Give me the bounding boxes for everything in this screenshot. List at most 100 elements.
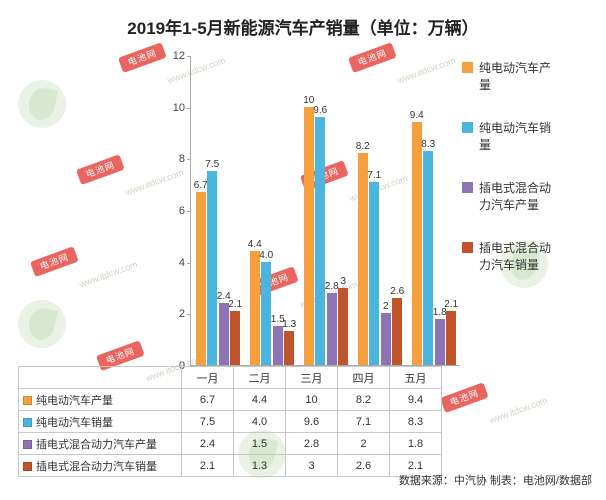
table-row: 插电式混合动力汽车产量 2.4 1.5 2.8 2 1.8	[18, 432, 442, 455]
table-cell: 3	[285, 454, 338, 477]
table-cell: 7.5	[181, 410, 234, 433]
table-cell: 10	[285, 388, 338, 411]
bar-value-label: 4.4	[247, 239, 262, 251]
table-series-label: 插电式混合动力汽车产量	[36, 438, 157, 451]
bar-value-label: 2.8	[324, 280, 339, 292]
bar-value-label: 8.2	[355, 141, 370, 153]
y-axis-tick	[187, 56, 191, 57]
table-series-name-cell: 纯电动汽车产量	[18, 388, 182, 411]
bar[interactable]: 2.6	[390, 286, 404, 365]
bar[interactable]: 6.7	[194, 180, 208, 365]
bar[interactable]: 10	[303, 95, 314, 365]
table-header-cell: 一月	[181, 366, 234, 389]
bar-group: 9.4 8.3 1.8 2.1	[407, 55, 461, 365]
bar[interactable]: 1.8	[433, 307, 447, 365]
bar-value-label: 2	[382, 301, 389, 313]
y-axis-tick	[187, 211, 191, 212]
y-axis-tick-label: 10	[172, 101, 185, 114]
bar-group: 4.4 4.0 1.5 1.3	[245, 55, 299, 365]
bar[interactable]: 2.1	[444, 299, 458, 365]
bar-group: 6.7 7.5 2.4 2.1	[191, 55, 245, 365]
y-axis-tick-label: 12	[172, 50, 185, 62]
table-series-name-cell: 纯电动汽车销量	[18, 410, 182, 433]
y-axis-tick-label: 4	[178, 256, 185, 269]
legend-swatch	[462, 242, 473, 253]
bar[interactable]: 8.3	[421, 139, 435, 365]
bar[interactable]: 7.1	[367, 170, 381, 365]
table-series-swatch	[23, 417, 32, 427]
table-cell: 2.1	[181, 454, 234, 477]
bar-value-label: 3	[340, 275, 347, 287]
table-row: 插电式混合动力汽车销量 2.1 1.3 3 2.6 2.1	[18, 454, 442, 477]
legend-swatch	[462, 182, 473, 193]
table-cell: 6.7	[181, 388, 234, 411]
bar-value-label: 7.5	[205, 159, 220, 171]
table-series-label: 纯电动汽车销量	[36, 416, 113, 429]
bar[interactable]: 2.1	[228, 299, 242, 365]
chart-legend: 纯电动汽车产量 纯电动汽车销量 插电式混合动力汽车产量 插电式混合动力汽车销量	[462, 60, 592, 300]
legend-item[interactable]: 插电式混合动力汽车销量	[462, 240, 592, 274]
table-cell: 9.6	[285, 410, 338, 433]
y-axis-tick	[187, 107, 191, 109]
bar[interactable]: 9.4	[410, 110, 424, 365]
bar[interactable]: 1.5	[271, 314, 285, 365]
y-axis-tick	[187, 159, 191, 161]
table-cell: 2.1	[389, 454, 442, 477]
y-axis-tick	[187, 262, 191, 264]
bar-value-label: 4.0	[259, 249, 274, 261]
table-series-swatch	[23, 395, 32, 405]
bar-value-label: 9.4	[409, 110, 424, 122]
legend-swatch	[462, 122, 473, 133]
bar-value-label: 8.3	[421, 138, 436, 150]
table-header-cell: 四月	[337, 366, 390, 389]
data-table: 一月 二月 三月 四月 五月 纯电动汽车产量 6.7 4.4 10 8.2 9.4 纯电动汽车销量 7.…	[18, 366, 442, 477]
bar-value-label: 6.7	[193, 179, 208, 191]
legend-label: 插电式混合动力汽车产量	[479, 181, 552, 212]
source-note: 数据来源：中汽协 制表：电池网/数据部	[398, 475, 592, 487]
table-cell: 9.4	[389, 388, 442, 411]
bar[interactable]: 4.0	[259, 250, 273, 365]
bar-value-label: 9.6	[313, 105, 328, 116]
table-cell: 8.2	[337, 388, 390, 411]
bar-value-label: 2.1	[228, 298, 243, 310]
bar-value-label: 7.1	[367, 169, 382, 181]
y-axis-tick-label: 2	[178, 308, 185, 321]
bar[interactable]: 8.2	[356, 141, 370, 365]
legend-label: 纯电动汽车销量	[479, 121, 552, 152]
table-series-swatch	[23, 439, 32, 449]
table-header-cell	[18, 366, 182, 389]
legend-item[interactable]: 插电式混合动力汽车产量	[462, 180, 592, 214]
bar-value-label: 10	[303, 94, 315, 106]
bar[interactable]: 2.4	[217, 291, 231, 365]
bar-value-label: 1.3	[282, 319, 297, 331]
bar[interactable]: 7.5	[205, 159, 219, 365]
bar[interactable]: 3	[338, 276, 349, 365]
table-cell: 2.8	[285, 432, 338, 455]
y-axis-tick-label: 6	[178, 205, 185, 217]
table-cell: 1.8	[389, 432, 442, 455]
table-header-cell: 五月	[389, 366, 442, 389]
bar-value-label: 2.1	[444, 298, 459, 310]
y-axis-tick-label: 8	[178, 153, 185, 166]
table-cell: 1.3	[233, 454, 286, 477]
bar[interactable]: 9.6	[313, 105, 327, 365]
legend-swatch	[462, 62, 473, 73]
bar-value-label: 1.8	[432, 306, 447, 318]
bar[interactable]: 1.3	[282, 319, 296, 365]
legend-item[interactable]: 纯电动汽车销量	[462, 120, 592, 154]
table-series-swatch	[23, 461, 32, 471]
table-cell: 2.4	[181, 432, 234, 455]
legend-item[interactable]: 纯电动汽车产量	[462, 60, 592, 94]
table-header-row: 一月 二月 三月 四月 五月	[18, 366, 442, 389]
legend-label: 插电式混合动力汽车销量	[479, 241, 552, 272]
bar-group: 8.2 7.1 2 2.6	[353, 55, 407, 365]
table-cell: 7.1	[337, 410, 390, 433]
legend-label: 纯电动汽车产量	[479, 61, 552, 92]
table-series-label: 纯电动汽车产量	[36, 394, 113, 407]
bar[interactable]: 4.4	[248, 239, 262, 365]
table-header-cell: 二月	[233, 366, 286, 389]
bar[interactable]: 2.8	[325, 281, 339, 365]
bar-group: 10 9.6 2.8 3	[299, 55, 353, 365]
table-cell: 2	[337, 432, 390, 455]
bar[interactable]: 2	[380, 301, 391, 365]
